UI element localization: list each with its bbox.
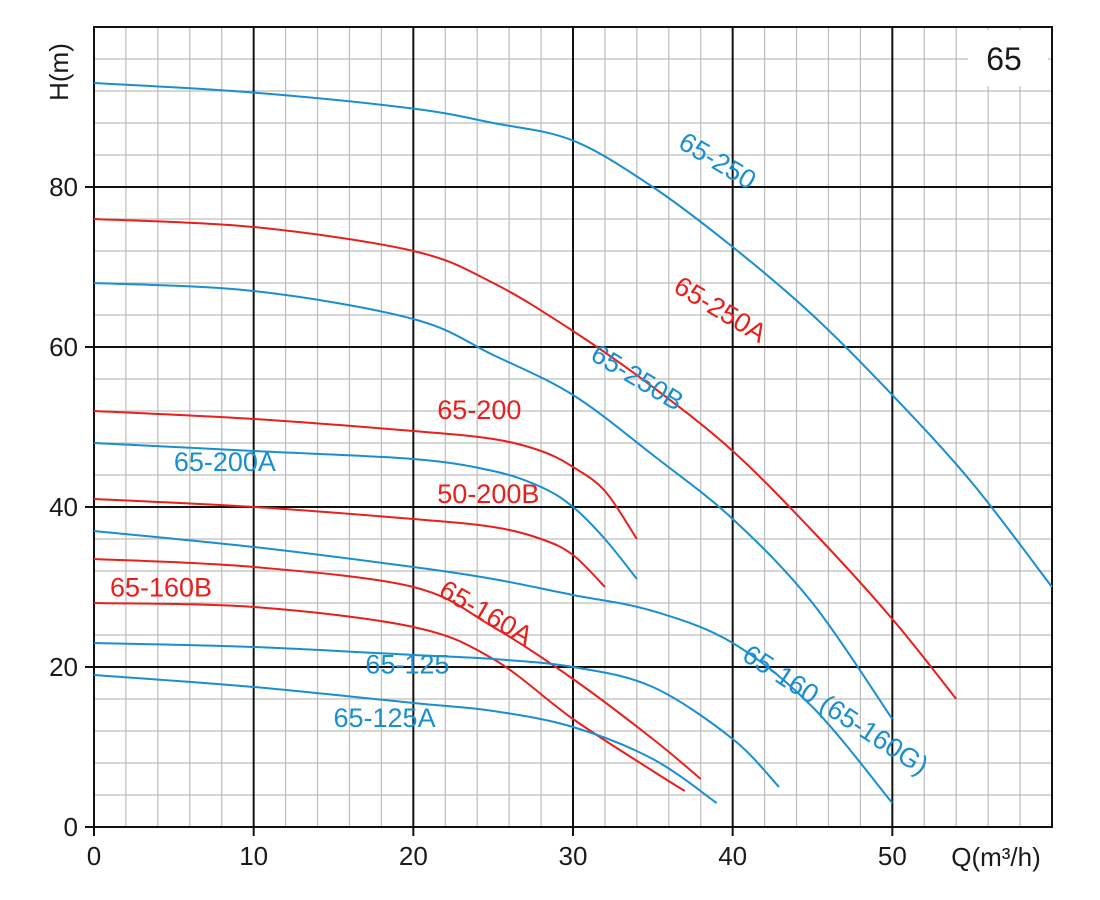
curve-label: 50-200B bbox=[437, 479, 539, 509]
curve-label: 65-200A bbox=[174, 447, 276, 477]
series-line-65-160b bbox=[93, 602, 686, 792]
series-line-65-250b bbox=[93, 282, 894, 720]
x-tick-label: 40 bbox=[718, 841, 747, 871]
x-tick-label: 30 bbox=[559, 841, 588, 871]
x-tick-label: 50 bbox=[878, 841, 907, 871]
curve-label: 65-125A bbox=[334, 703, 436, 733]
series-line-65-250a bbox=[93, 218, 957, 700]
curve-label: 65-200 bbox=[437, 395, 521, 425]
chart-title: 65 bbox=[986, 41, 1022, 77]
series-line-65-200a bbox=[93, 442, 638, 580]
major-grid bbox=[93, 26, 1053, 828]
curve-label: 65-250 bbox=[674, 126, 762, 195]
series-line-50-200b bbox=[93, 498, 606, 588]
series-line-65-125 bbox=[93, 642, 780, 788]
axes: 0 10 20 30 40 50 0 20 40 60 80 bbox=[49, 172, 907, 871]
y-tick-label: 40 bbox=[49, 492, 78, 522]
curve-label: 65-160A bbox=[434, 574, 537, 651]
series-line-65-125a bbox=[93, 674, 718, 804]
series-line-65-250 bbox=[93, 82, 1053, 588]
y-tick-label: 60 bbox=[49, 332, 78, 362]
series-line-65-200 bbox=[93, 410, 638, 540]
curve-label: 65-160B bbox=[110, 573, 212, 603]
x-axis-title: Q(m³/h) bbox=[951, 842, 1041, 872]
y-tick-label: 0 bbox=[64, 812, 78, 842]
y-tick-label: 80 bbox=[49, 172, 78, 202]
x-tick-label: 20 bbox=[399, 841, 428, 871]
x-tick-label: 0 bbox=[87, 841, 101, 871]
title-box bbox=[968, 30, 1048, 86]
y-axis-title: H(m) bbox=[44, 43, 74, 101]
y-tick-label: 20 bbox=[49, 652, 78, 682]
series-line-65-160-65-160g bbox=[93, 530, 894, 804]
curve-label: 65-250A bbox=[669, 270, 772, 348]
curve-label: 65-125 bbox=[365, 649, 449, 679]
series-line-65-160a bbox=[93, 558, 702, 780]
curve-label: 65-160 (65-160G) bbox=[737, 639, 933, 781]
x-tick-label: 10 bbox=[239, 841, 268, 871]
series-layer bbox=[93, 82, 1053, 804]
